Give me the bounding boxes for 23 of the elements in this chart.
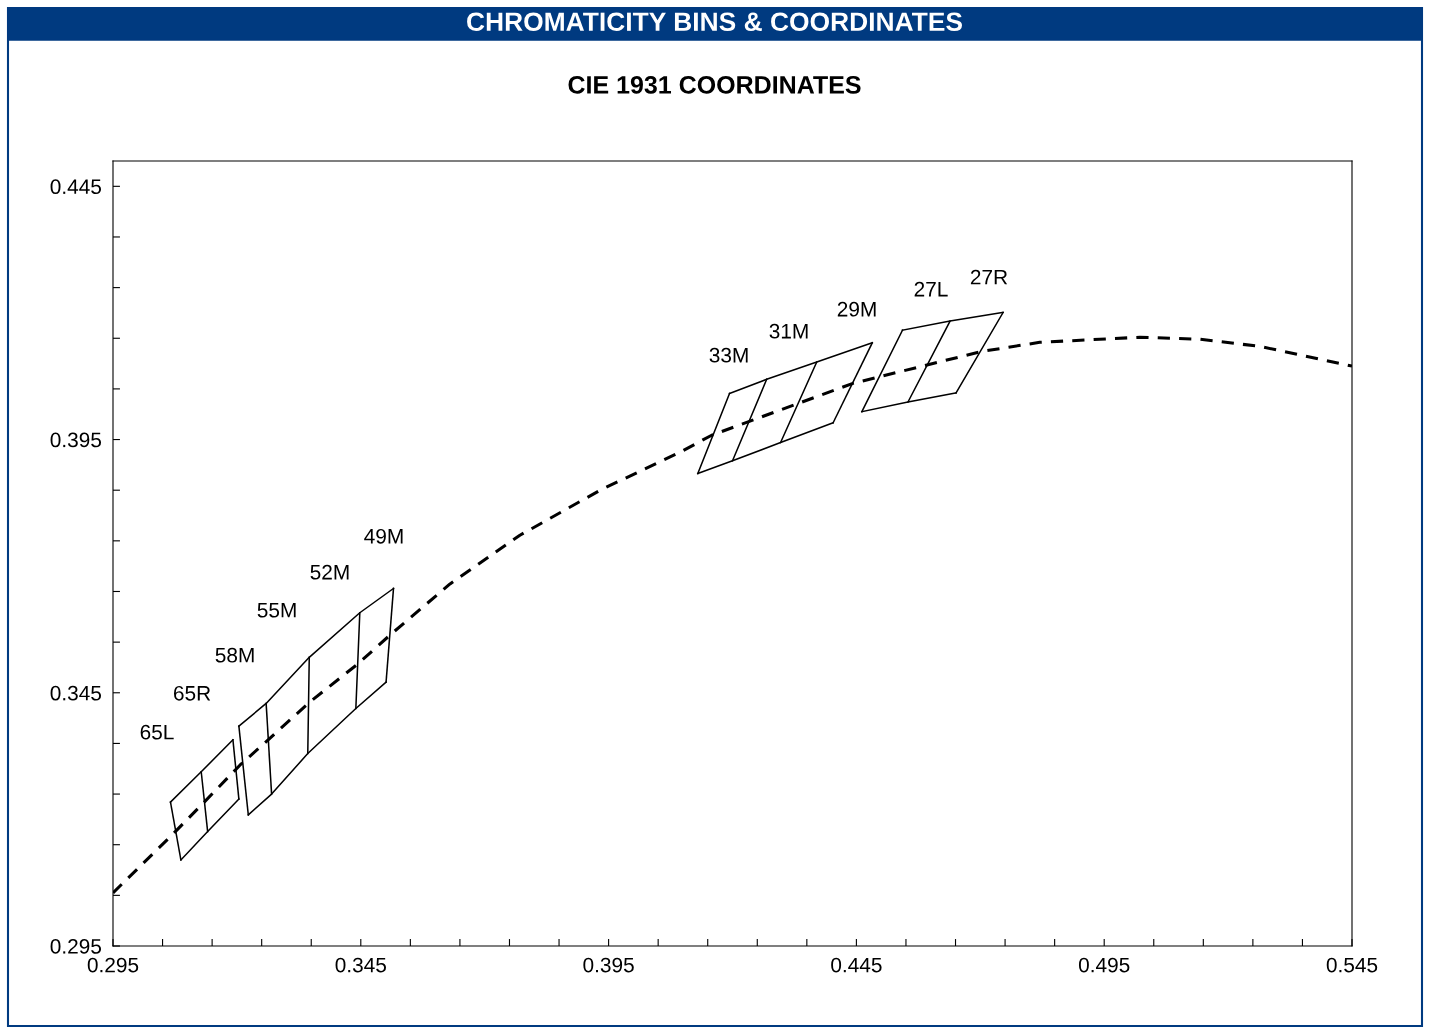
x-tick-label: 0.445 [831, 957, 882, 973]
annotation: 27L [914, 281, 948, 297]
annotation: 29M [837, 301, 876, 317]
annotation: 33M [709, 347, 748, 363]
chart-title: CHROMATICITY BINS & COORDINATES [467, 12, 962, 32]
annotation: 65R [174, 685, 211, 701]
chart-subtitle: CIE 1931 COORDINATES [568, 76, 861, 94]
y-tick-label: 0.445 [50, 179, 102, 195]
y-tick-label: 0.295 [50, 939, 102, 954]
x-tick-label: 0.545 [1326, 957, 1378, 973]
x-tick-label: 0.295 [87, 957, 139, 973]
x-tick-label: 0.345 [335, 957, 386, 973]
annotation: 49M [364, 528, 403, 544]
x-tick-label: 0.495 [1078, 957, 1130, 973]
annotation: 27R [970, 269, 1008, 285]
y-tick-label: 0.395 [50, 432, 102, 448]
annotation: 31M [769, 323, 808, 339]
y-tick-label: 0.345 [50, 685, 102, 701]
annotation: 52M [310, 564, 349, 580]
x-tick-label: 0.395 [583, 957, 634, 973]
annotation: 58M [215, 647, 254, 663]
annotation: 65L [140, 724, 174, 740]
annotation: 55M [257, 603, 296, 618]
